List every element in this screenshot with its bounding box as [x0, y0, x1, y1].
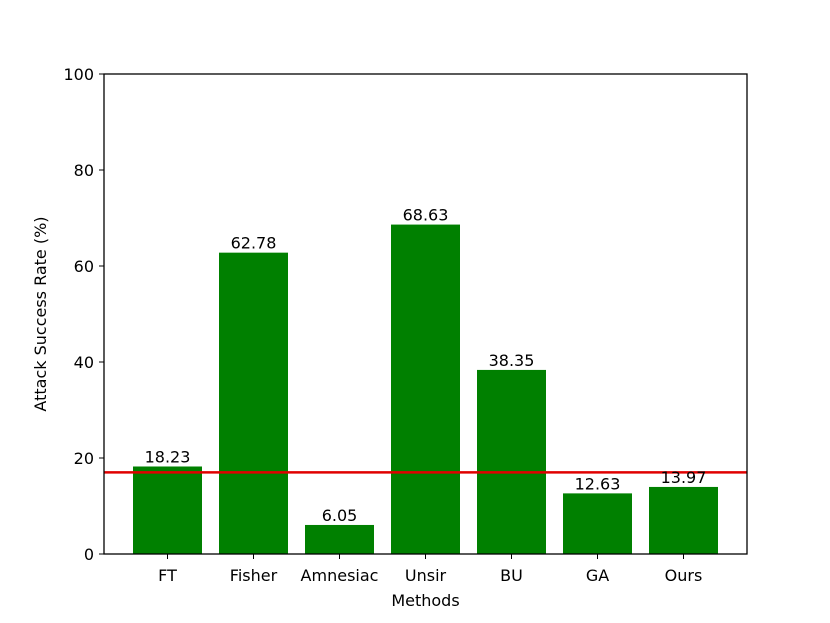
- data-label-ft: 18.23: [145, 447, 191, 466]
- data-label-ours: 13.97: [661, 468, 707, 487]
- bar-bu: [477, 369, 546, 554]
- bar-ga: [563, 493, 632, 554]
- x-tick-label-ours: Ours: [665, 566, 703, 585]
- bar-ours: [649, 486, 718, 554]
- bar-ft: [133, 466, 202, 554]
- y-tick-label: 40: [74, 353, 94, 372]
- x-axis: FT Fisher Amnesiac Unsir BU GA Ours: [158, 554, 702, 585]
- data-label-fisher: 62.78: [231, 234, 277, 253]
- bar-amnesiac: [305, 524, 374, 554]
- x-tick-label-fisher: Fisher: [230, 566, 278, 585]
- y-tick-label: 60: [74, 257, 94, 276]
- y-tick-label: 80: [74, 161, 94, 180]
- x-tick-label-bu: BU: [500, 566, 523, 585]
- y-axis: 0 20 40 60 80 100: [63, 65, 104, 564]
- bar-fisher: [219, 252, 288, 554]
- y-tick-label: 20: [74, 449, 94, 468]
- y-axis-label: Attack Success Rate (%): [31, 216, 50, 411]
- plot-area-frame: [103, 73, 748, 555]
- bars-group: [133, 224, 718, 555]
- data-labels-group: 18.23 62.78 6.05 68.63 38.35 12.63 13.97: [145, 206, 707, 525]
- y-tick-label: 100: [63, 65, 94, 84]
- bar-unsir: [391, 224, 460, 555]
- y-tick-label: 0: [84, 545, 94, 564]
- x-axis-label: Methods: [391, 591, 459, 610]
- data-label-ga: 12.63: [575, 474, 621, 493]
- x-tick-label-amnesiac: Amnesiac: [301, 566, 379, 585]
- x-tick-label-unsir: Unsir: [405, 566, 447, 585]
- data-label-bu: 38.35: [489, 351, 535, 370]
- x-tick-label-ga: GA: [586, 566, 609, 585]
- data-label-unsir: 68.63: [403, 206, 449, 225]
- x-tick-label-ft: FT: [158, 566, 177, 585]
- data-label-amnesiac: 6.05: [322, 506, 358, 525]
